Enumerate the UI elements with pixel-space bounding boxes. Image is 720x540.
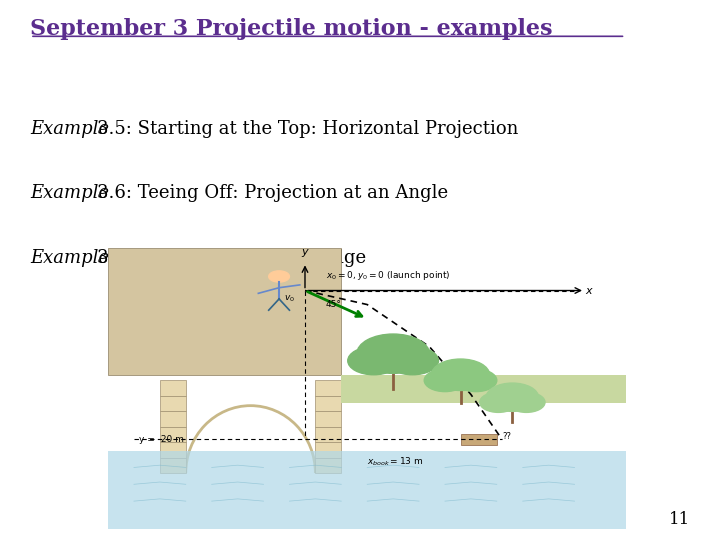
Circle shape [480,392,517,413]
Text: Example: Example [30,248,114,267]
Polygon shape [160,457,186,473]
Text: 3.7: A Throw from the Bridge: 3.7: A Throw from the Bridge [96,248,366,267]
Text: 3.6: Teeing Off: Projection at an Angle: 3.6: Teeing Off: Projection at an Angle [96,184,448,202]
Polygon shape [160,380,186,396]
Text: September 3 Projectile motion - examples: September 3 Projectile motion - examples [30,17,552,39]
Polygon shape [315,411,341,427]
Polygon shape [315,396,341,411]
Text: 11: 11 [669,511,690,528]
Text: 3.5: Starting at the Top: Horizontal Projection: 3.5: Starting at the Top: Horizontal Pro… [96,119,518,138]
Circle shape [455,369,497,392]
Text: Example: Example [30,184,114,202]
Text: ??: ?? [502,432,511,441]
Text: $v_0$: $v_0$ [284,294,295,304]
Text: y: y [302,247,308,257]
Polygon shape [315,442,341,457]
Circle shape [348,347,400,375]
Text: Example: Example [30,119,114,138]
Circle shape [269,271,289,282]
Polygon shape [160,427,186,442]
Circle shape [424,369,466,392]
Circle shape [431,359,490,390]
Polygon shape [108,450,626,529]
Polygon shape [160,411,186,427]
Text: $x_0 = 0, y_0 = 0$ (launch point): $x_0 = 0, y_0 = 0$ (launch point) [325,269,450,282]
Polygon shape [108,248,341,375]
Text: $x_{book} = 13$ m: $x_{book} = 13$ m [367,456,424,468]
Circle shape [508,392,545,413]
Polygon shape [160,396,186,411]
Polygon shape [315,380,341,396]
Text: x: x [585,286,592,295]
Polygon shape [315,427,341,442]
Circle shape [387,347,438,375]
Polygon shape [315,457,341,473]
Circle shape [357,334,429,373]
Text: y = -20 m: y = -20 m [139,435,184,444]
Text: 45°: 45° [325,300,341,309]
Polygon shape [341,375,626,403]
Polygon shape [461,434,497,445]
Polygon shape [160,442,186,457]
Circle shape [486,383,539,411]
